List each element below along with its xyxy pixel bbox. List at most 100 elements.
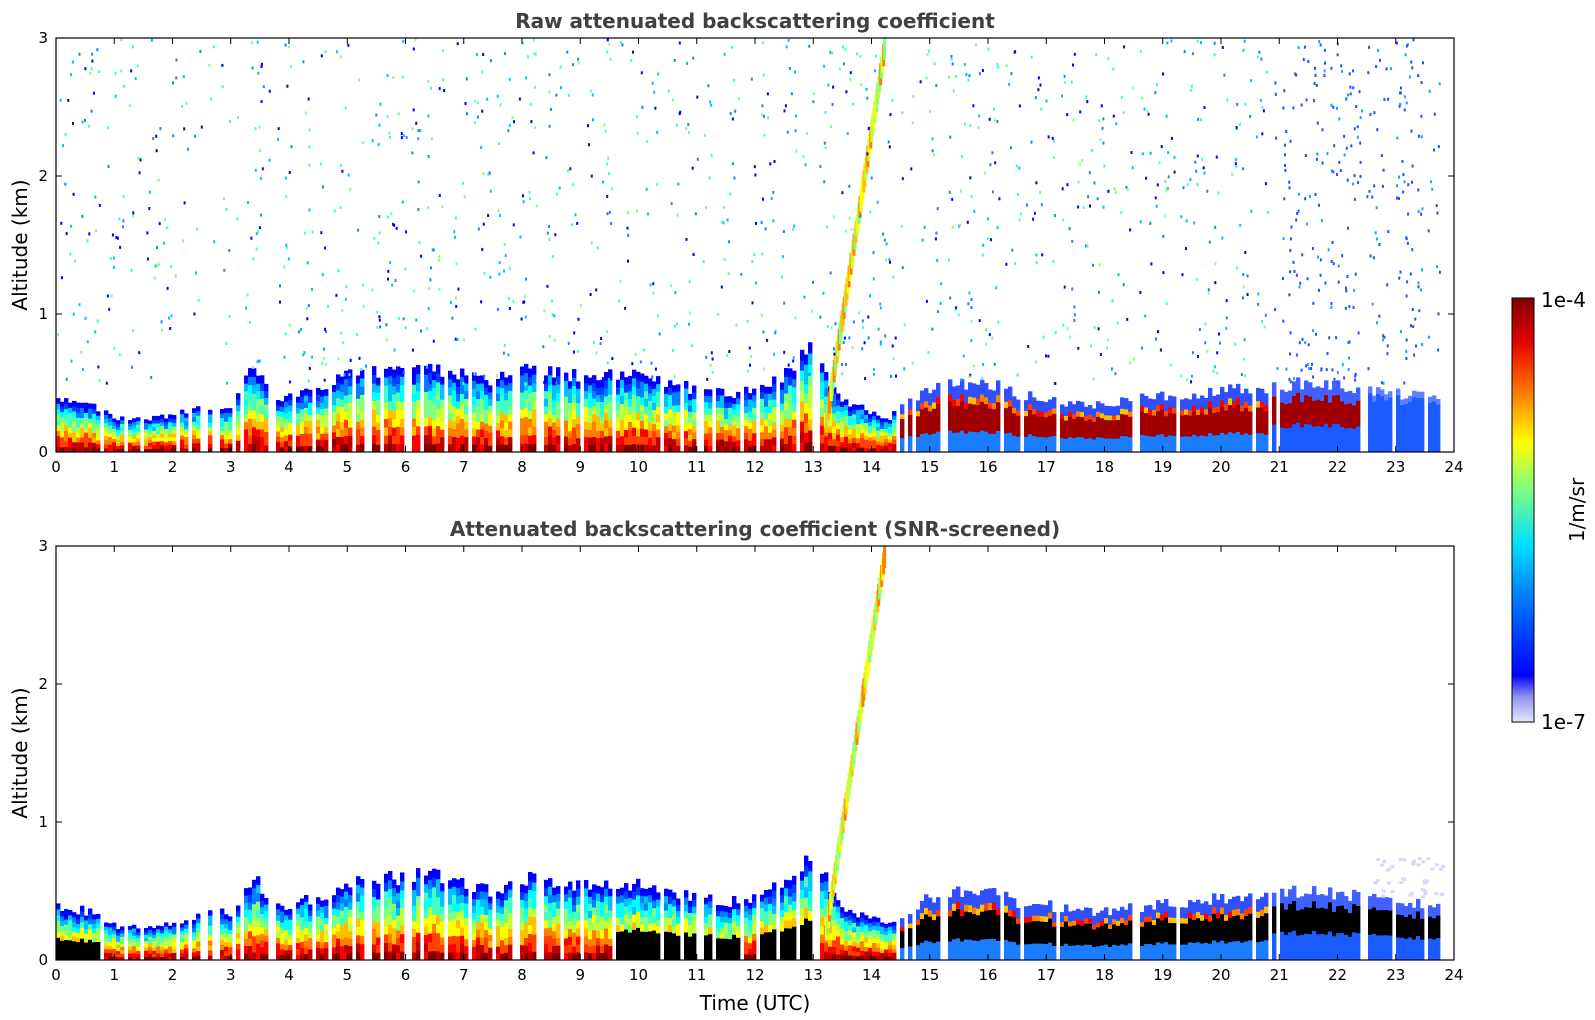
heatmap-cell (820, 425, 825, 435)
heatmap-cell (1183, 50, 1186, 54)
heatmap-cell (1416, 403, 1421, 411)
heatmap-cell (333, 209, 336, 213)
heatmap-cell (972, 424, 977, 432)
heatmap-cell (672, 405, 677, 413)
heatmap-cell (845, 90, 848, 94)
heatmap-cell (1266, 211, 1269, 214)
heatmap-cell (1172, 402, 1177, 408)
heatmap-cell (788, 385, 793, 394)
heatmap-cell (708, 389, 713, 397)
heatmap-cell (520, 426, 525, 436)
heatmap-cell (732, 435, 737, 442)
heatmap-cell (172, 952, 177, 957)
heatmap-cell (1088, 171, 1091, 175)
heatmap-cell (684, 388, 689, 396)
heatmap-cell (264, 898, 269, 905)
heatmap-cell (1096, 421, 1101, 427)
heatmap-cell (676, 418, 681, 426)
heatmap-cell (260, 900, 265, 908)
heatmap-cell (802, 155, 805, 158)
heatmap-cell (396, 366, 401, 376)
heatmap-cell (96, 955, 101, 960)
heatmap-cell (136, 417, 141, 422)
heatmap-cell (168, 942, 173, 947)
heatmap-cell (995, 286, 998, 290)
heatmap-cell (88, 418, 93, 424)
heatmap-cell (670, 202, 673, 206)
heatmap-cell (1412, 390, 1417, 398)
heatmap-cell (1371, 195, 1374, 199)
heatmap-cell (300, 396, 305, 404)
heatmap-cell (1260, 401, 1265, 409)
heatmap-cell (128, 432, 133, 437)
heatmap-cell (1280, 408, 1285, 415)
heatmap-cell (1381, 184, 1384, 188)
heatmap-cell (1348, 445, 1353, 452)
heatmap-cell (1064, 433, 1069, 439)
heatmap-cell (116, 429, 121, 434)
heatmap-cell (166, 286, 169, 290)
heatmap-cell (264, 953, 269, 960)
heatmap-cell (808, 408, 813, 420)
heatmap-cell (1248, 411, 1253, 418)
heatmap-cell (144, 435, 149, 440)
heatmap-cell (1240, 373, 1243, 376)
heatmap-cell (1368, 419, 1373, 427)
heatmap-cell (1390, 67, 1393, 71)
heatmap-cell (764, 227, 767, 231)
heatmap-cell (1242, 167, 1245, 171)
heatmap-cell (476, 429, 481, 438)
heatmap-cell (1164, 180, 1167, 183)
heatmap-cell (1164, 446, 1169, 452)
heatmap-cell (416, 434, 421, 444)
heatmap-cell (761, 252, 764, 256)
heatmap-cell (64, 414, 69, 421)
heatmap-cell (488, 432, 493, 440)
heatmap-cell (1272, 438, 1277, 446)
heatmap-cell (684, 381, 689, 389)
heatmap-cell (528, 443, 533, 452)
heatmap-cell (635, 209, 638, 213)
heatmap-cell (68, 955, 73, 960)
heatmap-cell (84, 933, 89, 939)
heatmap-cell (936, 310, 939, 314)
heatmap-cell (1218, 332, 1220, 336)
heatmap-cell (1027, 345, 1030, 348)
heatmap-cell (508, 436, 513, 445)
x-tick-label: 7 (459, 458, 469, 476)
heatmap-cell (414, 38, 417, 42)
heatmap-cell (1155, 83, 1158, 86)
heatmap-cell (372, 443, 377, 452)
heatmap-cell (1073, 313, 1076, 317)
heatmap-cell (1140, 422, 1145, 429)
heatmap-cell (772, 444, 777, 452)
heatmap-cell (320, 948, 325, 955)
heatmap-cell (848, 429, 853, 435)
heatmap-cell (1420, 415, 1425, 423)
heatmap-cell (998, 197, 1001, 201)
heatmap-cell (1196, 403, 1201, 410)
heatmap-cell (1052, 413, 1057, 420)
heatmap-cell (60, 401, 65, 408)
heatmap-cell (1156, 422, 1161, 429)
heatmap-cell (463, 338, 466, 342)
heatmap-cell (120, 953, 125, 958)
heatmap-cell (1062, 218, 1064, 222)
heatmap-cell (68, 935, 73, 941)
heatmap-cell (1167, 151, 1170, 155)
heatmap-cell (1421, 207, 1424, 211)
heatmap-cell (1402, 190, 1405, 194)
heatmap-cell (1060, 418, 1065, 424)
heatmap-cell (1078, 162, 1081, 166)
heatmap-cell (1044, 417, 1049, 423)
heatmap-cell (464, 413, 469, 422)
heatmap-cell (88, 408, 93, 414)
heatmap-cell (481, 109, 484, 113)
heatmap-cell (304, 420, 309, 427)
heatmap-cell (348, 394, 353, 403)
heatmap-cell (224, 412, 229, 418)
heatmap-cell (1128, 436, 1133, 443)
heatmap-cell (928, 393, 933, 400)
heatmap-cell (736, 409, 741, 417)
heatmap-cell (1368, 432, 1373, 440)
